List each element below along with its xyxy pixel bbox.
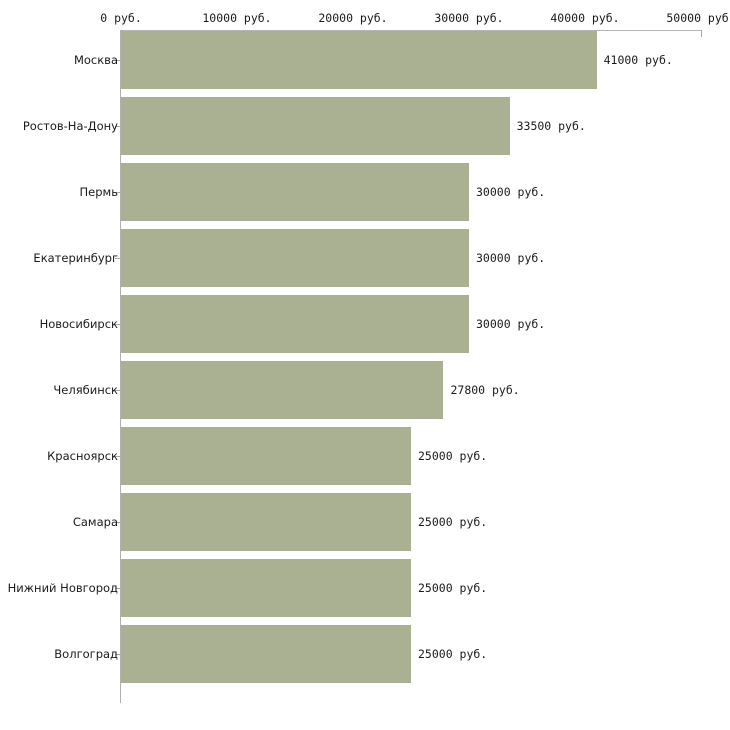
bar[interactable] — [121, 493, 411, 551]
bar[interactable] — [121, 361, 444, 419]
x-axis-tick-label: 40000 руб. — [550, 11, 620, 25]
y-axis-category-label: Москва — [73, 53, 118, 67]
y-axis-tick — [115, 192, 120, 193]
y-axis-category-label: Самара — [72, 515, 118, 529]
x-axis-tick-label: 20000 руб. — [318, 11, 388, 25]
y-axis-category-label: Екатеринбург — [33, 251, 118, 265]
y-axis-tick — [115, 126, 120, 127]
bar[interactable] — [121, 559, 411, 617]
y-axis-line — [120, 30, 121, 703]
bar-value-label: 30000 руб. — [476, 251, 546, 265]
y-axis-category-label: Ростов-На-Дону — [22, 119, 118, 133]
bar-value-label: 30000 руб. — [476, 317, 546, 331]
bar[interactable] — [121, 31, 597, 89]
y-axis-category-label: Нижний Новгород — [7, 581, 118, 595]
y-axis-tick — [115, 60, 120, 61]
x-axis-tick-label: 50000 руб. — [666, 11, 730, 25]
bar-value-label: 25000 руб. — [418, 581, 488, 595]
bar[interactable] — [121, 97, 510, 155]
y-axis-tick — [115, 324, 120, 325]
bar-value-label: 33500 руб. — [516, 119, 586, 133]
bar[interactable] — [121, 427, 411, 485]
bar-value-label: 41000 руб. — [603, 53, 673, 67]
y-axis-tick — [115, 456, 120, 457]
bar-value-label: 25000 руб. — [418, 647, 488, 661]
y-axis-tick — [115, 654, 120, 655]
x-axis-tick — [701, 30, 702, 37]
bar[interactable] — [121, 229, 469, 287]
bar-value-label: 25000 руб. — [418, 515, 488, 529]
y-axis-category-label: Волгоград — [54, 647, 118, 661]
x-axis-line — [121, 30, 701, 31]
bar-value-label: 25000 руб. — [418, 449, 488, 463]
bar[interactable] — [121, 163, 469, 221]
y-axis-tick — [115, 588, 120, 589]
y-axis-category-label: Челябинск — [53, 383, 118, 397]
y-axis-category-label: Новосибирск — [39, 317, 118, 331]
bar-value-label: 30000 руб. — [476, 185, 546, 199]
y-axis-tick — [115, 390, 120, 391]
y-axis-tick — [115, 522, 120, 523]
bar-value-label: 27800 руб. — [450, 383, 520, 397]
bar[interactable] — [121, 295, 469, 353]
y-axis-tick — [115, 258, 120, 259]
x-axis-tick-label: 10000 руб. — [202, 11, 272, 25]
x-axis-tick-label: 0 руб. — [100, 11, 142, 25]
y-axis-category-label: Красноярск — [47, 449, 118, 463]
y-axis-category-label: Пермь — [79, 185, 118, 199]
bar[interactable] — [121, 625, 411, 683]
x-axis-tick-label: 30000 руб. — [434, 11, 504, 25]
